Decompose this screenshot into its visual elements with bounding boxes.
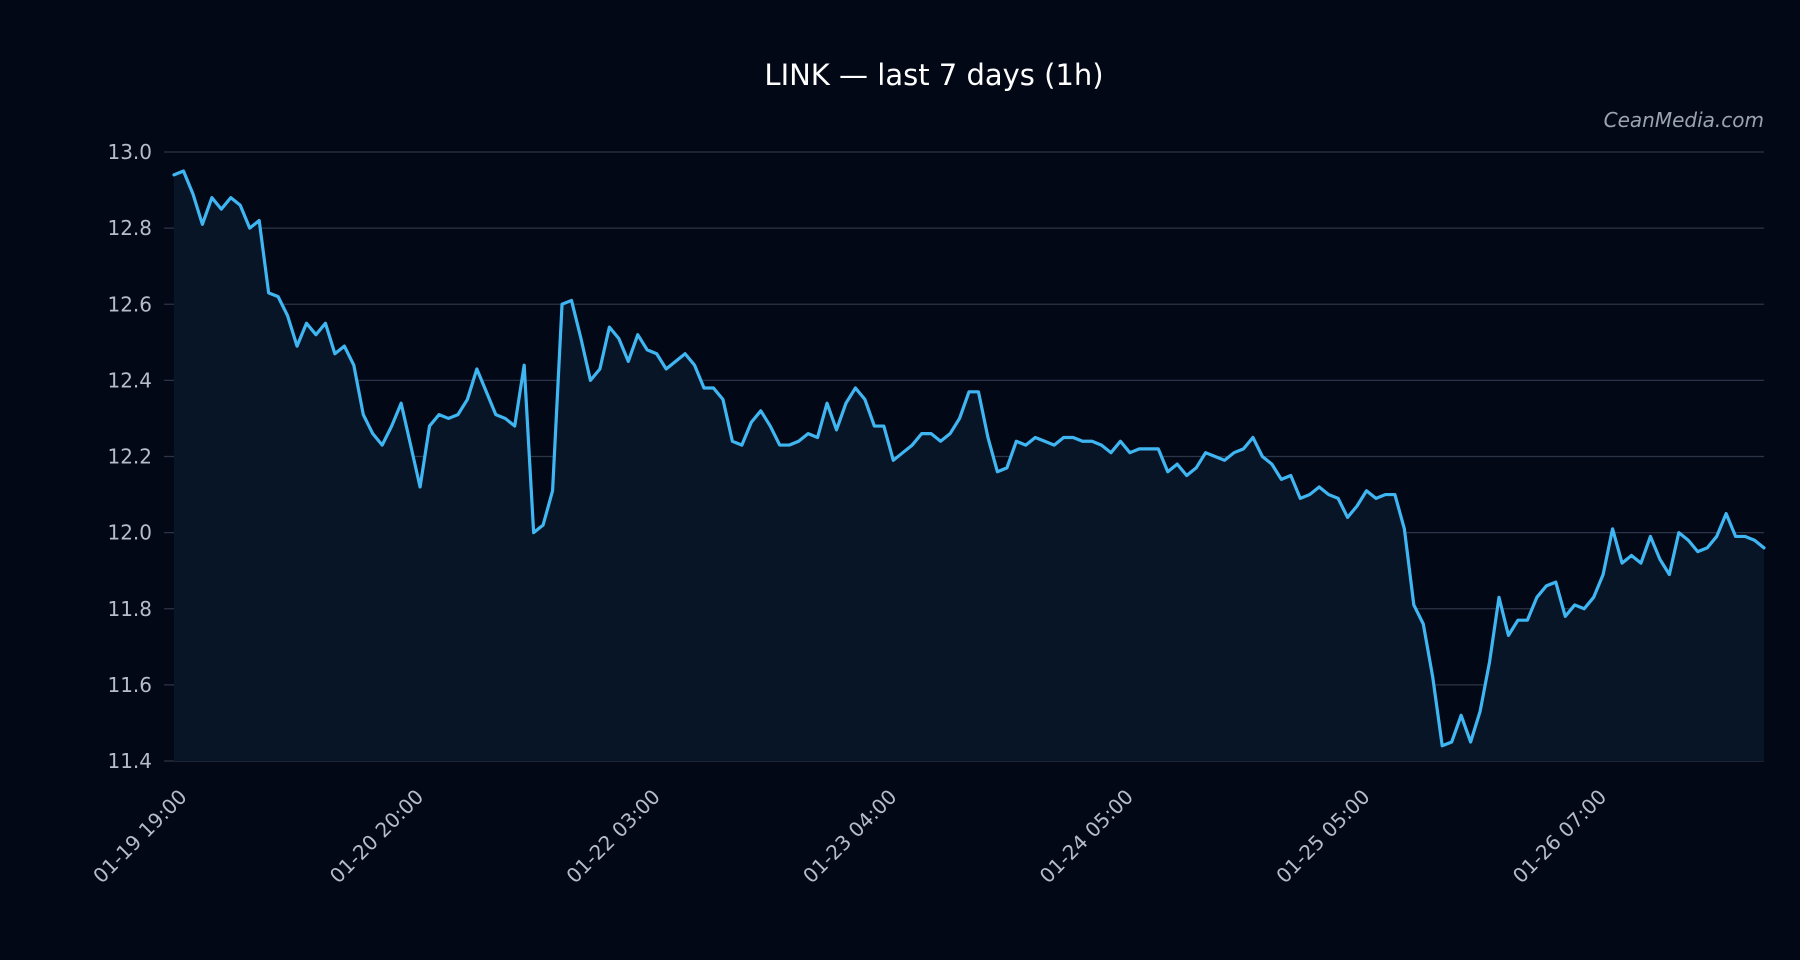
y-tick-label-2: 11.8: [107, 597, 152, 621]
y-tick-label-5: 12.4: [107, 368, 152, 392]
y-tick-label-3: 12.0: [107, 521, 152, 545]
y-tick-label-8: 13.0: [107, 140, 152, 164]
y-tick-label-7: 12.8: [107, 216, 152, 240]
y-tick-label-0: 11.4: [107, 749, 152, 773]
y-tick-label-6: 12.6: [107, 292, 152, 316]
plot-area: [172, 169, 1766, 761]
price-line: [172, 169, 1766, 748]
y-tick-label-1: 11.6: [107, 673, 152, 697]
watermark: CeanMedia.com: [1604, 108, 1764, 132]
y-tick-label-4: 12.2: [107, 445, 152, 469]
area-fill: [174, 171, 1764, 761]
y-axis: 11.4 11.6 11.8 12.0 12.2 12.4 12.6 12.8 13.0: [107, 140, 152, 773]
chart-title: LINK — last 7 days (1h): [764, 58, 1103, 92]
